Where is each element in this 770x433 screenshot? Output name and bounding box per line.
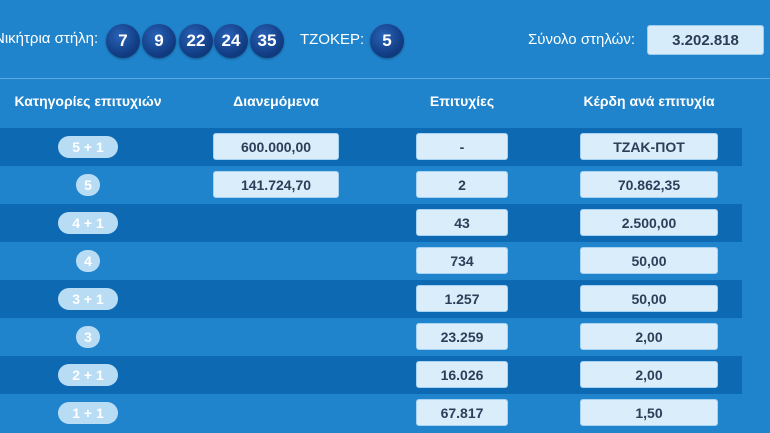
distributed-cell: 600.000,00: [213, 133, 339, 160]
total-columns-label: Σύνολο στηλών:: [528, 31, 635, 48]
table-row: 4 734 50,00: [0, 242, 742, 280]
winning-number-ball: 9: [142, 24, 176, 58]
column-header-distributed: Διανεμόμενα: [233, 93, 319, 109]
category-badge: 1 + 1: [58, 402, 118, 424]
column-header-winners: Επιτυχίες: [429, 93, 495, 109]
winners-cell: 734: [416, 247, 508, 274]
prize-cell: 1,50: [580, 399, 718, 426]
winning-number-ball: 35: [250, 24, 284, 58]
table-row: 3 23.259 2,00: [0, 318, 742, 356]
table-row: 5 141.724,70 2 70.862,35: [0, 166, 742, 204]
category-badge: 2 + 1: [58, 364, 118, 386]
winners-cell: 16.026: [416, 361, 508, 388]
distributed-cell: 141.724,70: [213, 171, 339, 198]
winners-cell: 2: [416, 171, 508, 198]
category-badge: 4 + 1: [58, 212, 118, 234]
table-row: 2 + 1 16.026 2,00: [0, 356, 742, 394]
joker-label: ΤΖΟΚΕΡ:: [300, 31, 365, 48]
winning-number-ball: 24: [214, 24, 248, 58]
prize-cell: 2,00: [580, 361, 718, 388]
winners-cell: 67.817: [416, 399, 508, 426]
winning-column-label: Νικήτρια στήλη:: [0, 30, 99, 47]
category-badge: 5 + 1: [58, 136, 118, 158]
prize-cell: 70.862,35: [580, 171, 718, 198]
table-row: 5 + 1 600.000,00 - ΤΖΑΚ-ΠΟΤ: [0, 128, 742, 166]
prize-cell: 2.500,00: [580, 209, 718, 236]
category-badge: 3 + 1: [58, 288, 118, 310]
prize-cell: 50,00: [580, 247, 718, 274]
winners-cell: 43: [416, 209, 508, 236]
column-header-categories: Κατηγορίες επιτυχιών: [14, 93, 162, 109]
total-columns-value: 3.202.818: [647, 25, 764, 55]
winning-number-ball: 22: [179, 24, 213, 58]
table-row: 3 + 1 1.257 50,00: [0, 280, 742, 318]
joker-ball: 5: [370, 24, 404, 58]
category-badge: 4: [76, 250, 100, 272]
column-header-prize: Κέρδη ανά επιτυχία: [583, 93, 715, 109]
winners-cell: 1.257: [416, 285, 508, 312]
winners-cell: -: [416, 133, 508, 160]
prize-cell: 50,00: [580, 285, 718, 312]
winning-number-ball: 7: [106, 24, 140, 58]
table-row: 1 + 1 67.817 1,50: [0, 394, 742, 432]
category-badge: 5: [76, 174, 100, 196]
winners-cell: 23.259: [416, 323, 508, 350]
table-row: 4 + 1 43 2.500,00: [0, 204, 742, 242]
category-badge: 3: [76, 326, 100, 348]
prize-cell: 2,00: [580, 323, 718, 350]
header-divider: [0, 78, 770, 79]
prize-cell: ΤΖΑΚ-ΠΟΤ: [580, 133, 718, 160]
results-header: Νικήτρια στήλη: 7 9 22 24 35 ΤΖΟΚΕΡ: 5 Σ…: [0, 0, 770, 78]
